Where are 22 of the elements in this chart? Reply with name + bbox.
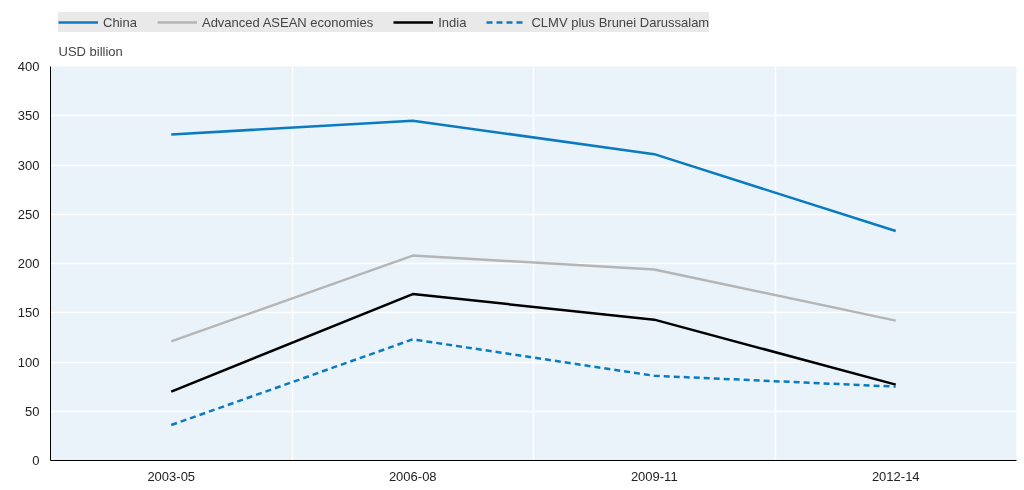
y-tick-label: 200 <box>17 256 40 271</box>
legend-label: India <box>438 14 467 30</box>
y-tick-label: 100 <box>17 354 40 370</box>
x-tick-label: 2003-05 <box>147 468 196 484</box>
x-tick-label: 2012-14 <box>871 468 920 484</box>
line-series <box>170 254 897 343</box>
y-tick-label: 0 <box>32 453 40 468</box>
y-tick-label: 350 <box>17 108 40 124</box>
y-tick-label: 300 <box>17 157 40 173</box>
line-series <box>170 338 897 427</box>
x-tick-label: 2009-11 <box>630 468 678 484</box>
y-tick-label: 400 <box>17 59 40 74</box>
y-tick-label: 150 <box>17 305 40 321</box>
y-tick-label: 50 <box>25 403 40 419</box>
line-series <box>170 292 897 393</box>
legend-label: China <box>103 14 137 30</box>
y-tick-label: 250 <box>17 206 40 222</box>
legend-label: Advanced ASEAN economies <box>201 14 374 30</box>
y-axis-title: USD billion <box>58 43 123 59</box>
legend-label: CLMV plus Brunei Darussalam <box>531 14 710 30</box>
line-series <box>170 119 897 233</box>
x-tick-label: 2006-08 <box>388 468 437 484</box>
